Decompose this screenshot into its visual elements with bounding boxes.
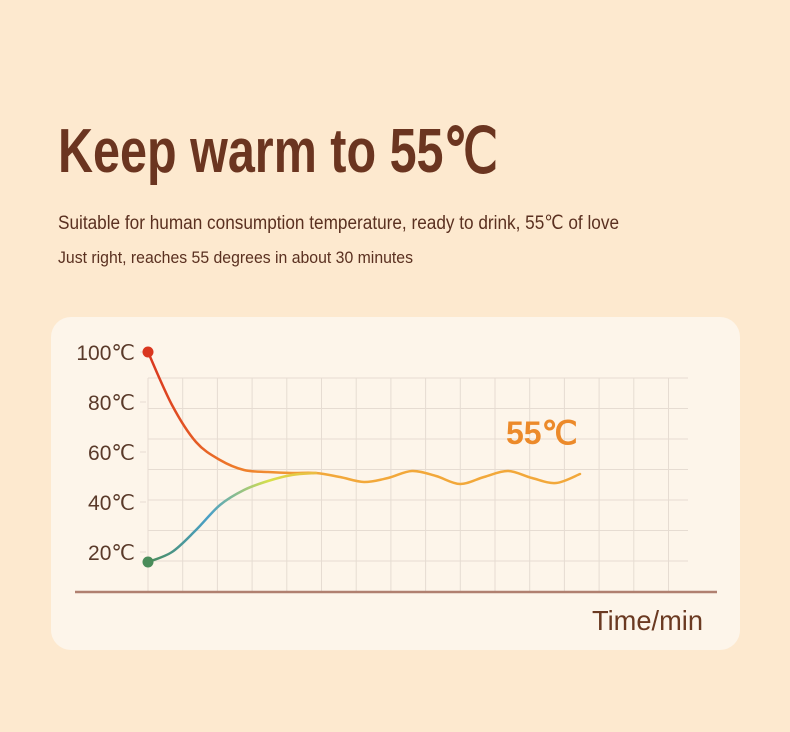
start-point (142, 346, 154, 358)
y-tick-label: 60℃ (88, 442, 135, 465)
y-tick-label: 100℃ (76, 342, 135, 365)
temperature-line (146, 471, 318, 564)
y-tick-label: 40℃ (88, 492, 135, 515)
temperature-line (146, 350, 582, 486)
x-axis-label: Time/min (592, 605, 703, 636)
title: Keep warm to 55℃ (58, 117, 498, 186)
chart-card (51, 317, 740, 650)
note: Just right, reaches 55 degrees in about … (58, 248, 413, 267)
subtitle: Suitable for human consumption temperatu… (58, 213, 619, 234)
start-point (142, 556, 154, 568)
plot: 20℃ 40℃ 60℃ 80℃ 100℃ Time/min 55℃ (75, 342, 717, 636)
y-tick-label: 20℃ (88, 542, 135, 565)
y-tick-label: 80℃ (88, 392, 135, 415)
annotation: 55℃ (506, 415, 578, 451)
